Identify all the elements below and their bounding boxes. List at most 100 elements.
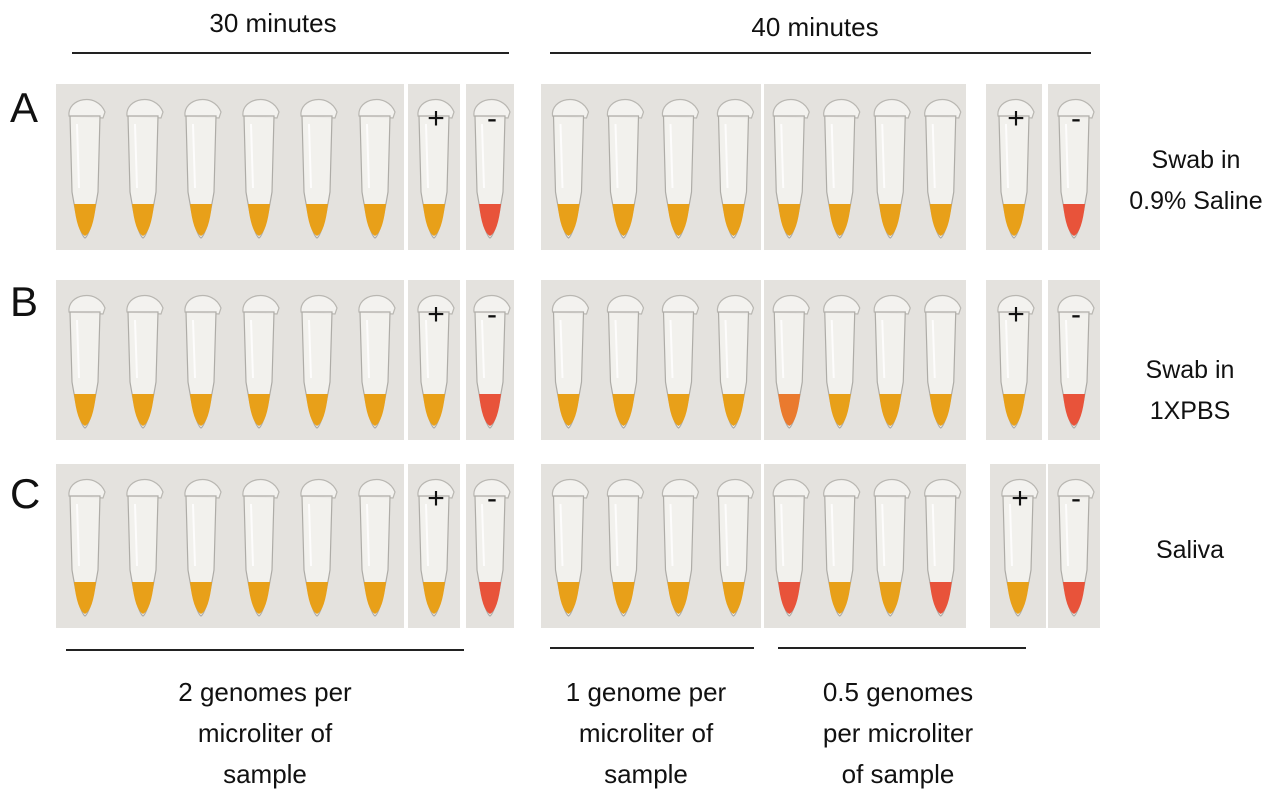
tube-b-t30-6 (358, 294, 396, 429)
photo-panel-a-neg40: - (1048, 84, 1100, 250)
tube-c-neg30 (473, 478, 511, 617)
row-label-a: A (10, 84, 39, 131)
positive-control-sign: + (427, 298, 445, 331)
negative-control-sign: - (487, 482, 497, 515)
row-label-b: B (10, 278, 39, 325)
negative-control-sign: - (487, 102, 497, 135)
photo-panel-b-pos40: + (986, 280, 1042, 440)
footer-05-genomes-line (778, 647, 1026, 649)
photo-panel-c-neg40: - (1048, 464, 1100, 628)
tube-a-t30-6 (358, 98, 396, 239)
photo-panel-b-t40b (764, 280, 966, 440)
tube-a-t40a-2 (606, 98, 645, 239)
tube-a-pos40 (997, 98, 1035, 239)
tube-a-t30-5 (300, 98, 338, 239)
photo-panel-c-pos40: + (990, 464, 1046, 628)
tube-c-t30-6 (358, 478, 396, 617)
tube-b-t40a-1 (551, 294, 590, 429)
positive-control-sign: + (1007, 298, 1025, 331)
negative-control-sign: - (487, 298, 497, 331)
tube-a-t40a-1 (551, 98, 590, 239)
tube-b-neg40 (1057, 294, 1095, 429)
photo-panel-b-neg40: - (1048, 280, 1100, 440)
header-40-minutes: 40 minutes (751, 12, 879, 42)
tube-c-t40b-1 (772, 478, 810, 617)
photo-panel-a-pos30: + (408, 84, 460, 250)
photo-panel-a-t30 (56, 84, 404, 250)
header-30-underline (72, 52, 509, 54)
photo-panel-c-t40b (764, 464, 966, 628)
sample-label-saline: Swab in 0.9% Saline (1108, 140, 1280, 222)
footer-2-genomes-text: 2 genomes per microliter of sample (178, 677, 352, 789)
tube-b-t30-2 (126, 294, 164, 429)
photo-panel-b-neg30: - (466, 280, 514, 440)
positive-control-sign: + (427, 102, 445, 135)
tube-b-t40b-1 (772, 294, 810, 429)
tube-c-t40a-2 (606, 478, 645, 617)
footer-05-genomes-label: 0.5 genomes per microliter of sample (780, 672, 1016, 795)
tube-c-t40a-3 (661, 478, 700, 617)
photo-panel-c-pos30: + (408, 464, 460, 628)
tube-c-pos40 (1001, 478, 1039, 617)
tube-a-pos30 (417, 98, 455, 239)
row-label-c: C (10, 470, 41, 517)
tube-b-t40b-3 (873, 294, 911, 429)
photo-panel-a-neg30: - (466, 84, 514, 250)
tube-a-neg30 (473, 98, 511, 239)
photo-panel-b-t30 (56, 280, 404, 440)
sample-label-saliva-text: Saliva (1155, 536, 1225, 564)
tube-a-t40a-3 (661, 98, 700, 239)
tube-b-t30-4 (242, 294, 280, 429)
positive-control-sign: + (1007, 102, 1025, 135)
tube-c-t40b-3 (873, 478, 911, 617)
tube-c-t30-2 (126, 478, 164, 617)
negative-control-sign: - (1071, 482, 1081, 515)
positive-control-sign: + (427, 482, 445, 515)
photo-panel-c-t40a (541, 464, 761, 628)
footer-2-genomes-line (66, 649, 464, 651)
tube-c-pos30 (417, 478, 455, 617)
footer-05-genomes-text: 0.5 genomes per microliter of sample (822, 677, 974, 789)
tube-c-t40b-2 (823, 478, 861, 617)
tube-c-t30-1 (68, 478, 106, 617)
tube-a-t30-1 (68, 98, 106, 239)
tube-a-t40a-4 (716, 98, 755, 239)
header-30-minutes: 30 minutes (209, 8, 337, 38)
sample-label-saliva: Saliva (1120, 530, 1260, 571)
tube-b-t40b-4 (924, 294, 962, 429)
positive-control-sign: + (1011, 482, 1029, 515)
footer-1-genome-text: 1 genome per microliter of sample (565, 677, 727, 789)
sample-label-pbs-text: Swab in 1XPBS (1145, 356, 1235, 425)
tube-b-t30-1 (68, 294, 106, 429)
tube-a-t30-3 (184, 98, 222, 239)
footer-1-genome-line (550, 647, 754, 649)
tube-a-neg40 (1057, 98, 1095, 239)
tube-c-t30-3 (184, 478, 222, 617)
photo-panel-c-t30 (56, 464, 404, 628)
tube-c-t40a-1 (551, 478, 590, 617)
negative-control-sign: - (1071, 102, 1081, 135)
tube-b-t40a-2 (606, 294, 645, 429)
tube-c-neg40 (1057, 478, 1095, 617)
tube-b-t30-5 (300, 294, 338, 429)
tube-a-t40b-3 (873, 98, 911, 239)
header-40-underline (550, 52, 1091, 54)
sample-label-pbs: Swab in 1XPBS (1110, 350, 1270, 432)
photo-panel-a-t40a (541, 84, 761, 250)
tube-b-neg30 (473, 294, 511, 429)
tube-a-t40b-4 (924, 98, 962, 239)
tube-b-t40a-4 (716, 294, 755, 429)
sample-label-saline-text: Swab in 0.9% Saline (1129, 146, 1263, 215)
footer-2-genomes-label: 2 genomes per microliter of sample (140, 672, 390, 795)
tube-b-t30-3 (184, 294, 222, 429)
tube-a-t30-4 (242, 98, 280, 239)
tube-c-t30-4 (242, 478, 280, 617)
photo-panel-a-pos40: + (986, 84, 1042, 250)
tube-b-t40b-2 (823, 294, 861, 429)
tube-b-pos30 (417, 294, 455, 429)
tube-a-t40b-2 (823, 98, 861, 239)
photo-panel-b-pos30: + (408, 280, 460, 440)
tube-c-t40a-4 (716, 478, 755, 617)
tube-c-t30-5 (300, 478, 338, 617)
photo-panel-c-neg30: - (466, 464, 514, 628)
